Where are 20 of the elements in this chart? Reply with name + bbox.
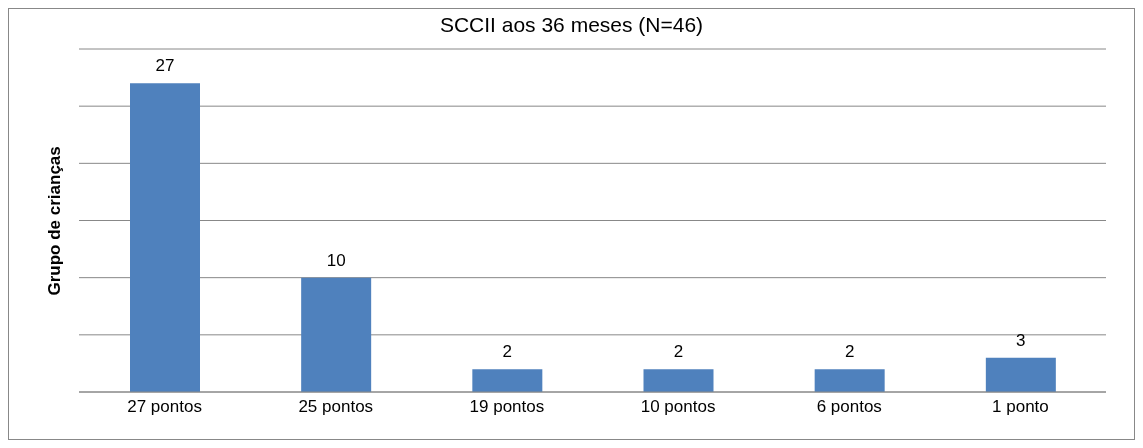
data-label: 2 [673,342,684,362]
bar [472,369,543,392]
data-label: 10 [326,250,346,270]
data-label: 3 [1016,330,1026,350]
y-axis-title: Grupo de crianças [45,146,65,296]
chart-title: SCCII aos 36 meses (N=46) [438,13,705,37]
data-label: 2 [502,342,513,362]
bar [814,369,885,392]
x-tick-label: 25 pontos [298,397,374,417]
data-label: 27 [155,56,175,76]
bar [985,357,1056,392]
x-tick-label: 6 pontos [816,397,882,417]
x-tick-label: 27 pontos [127,397,202,417]
x-tick-label: 19 pontos [469,397,545,417]
bar [301,277,372,392]
x-tick-label: 1 ponto [992,397,1049,417]
x-tick-label: 10 pontos [640,397,716,417]
bar [643,369,714,392]
bar [130,83,200,392]
data-label: 2 [844,342,855,362]
